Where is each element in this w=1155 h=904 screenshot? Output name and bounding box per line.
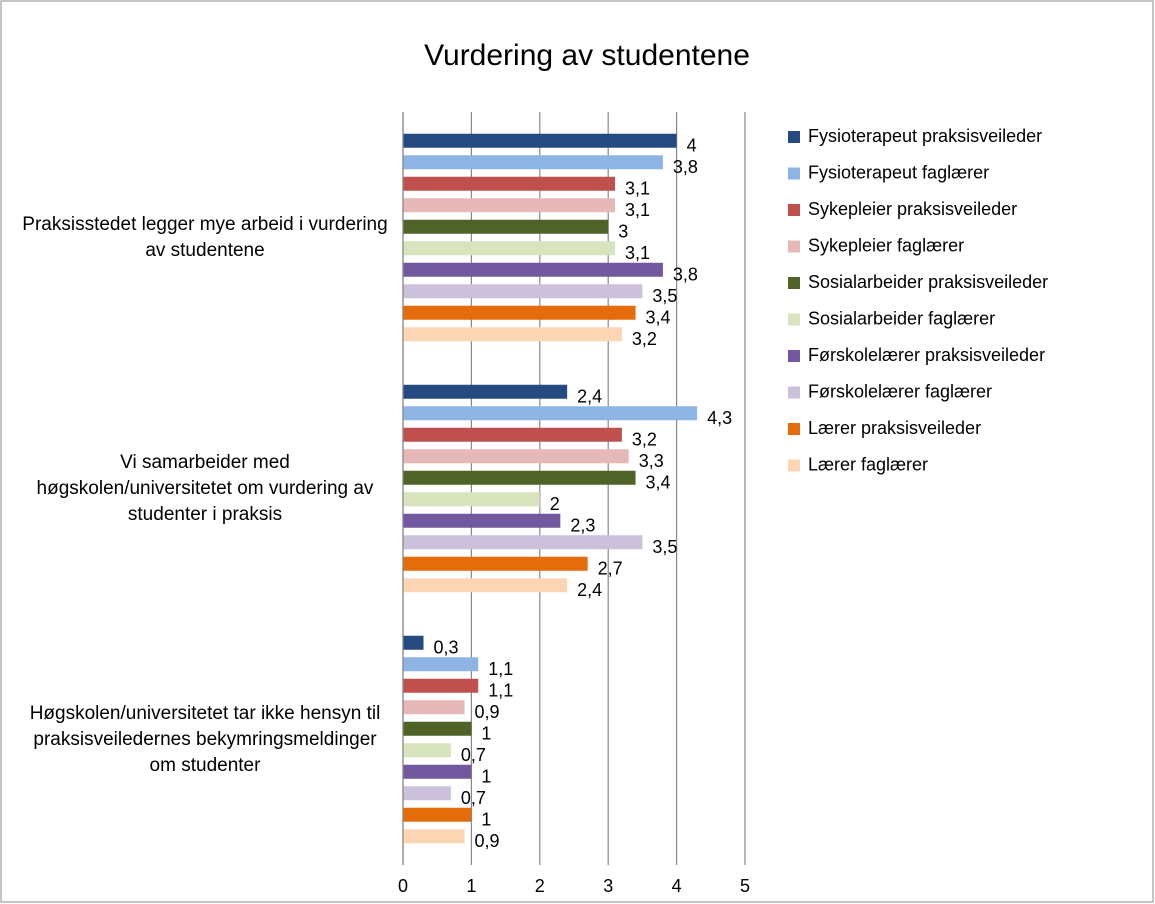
data-label: 3,1 — [625, 200, 650, 220]
bar — [403, 176, 616, 191]
bar — [403, 786, 451, 801]
data-label: 1 — [481, 724, 491, 744]
bar — [403, 241, 616, 256]
y-tick-label: Vi samarbeider med høgskolen/universitet… — [36, 451, 374, 525]
x-tick-label: 0 — [398, 876, 408, 896]
bar — [403, 635, 424, 650]
bar — [403, 406, 698, 421]
bar — [403, 219, 609, 234]
legend-label: Lærer praksisveileder — [808, 418, 981, 438]
x-tick-label: 3 — [603, 876, 613, 896]
legend-label: Førskolelærer praksisveileder — [808, 345, 1045, 365]
data-label: 2,4 — [577, 387, 602, 407]
data-label: 0,9 — [475, 831, 500, 851]
bar — [403, 327, 622, 342]
data-label: 0,7 — [461, 788, 486, 808]
legend-swatch — [788, 277, 800, 289]
data-label: 1 — [481, 810, 491, 830]
data-label: 1 — [481, 767, 491, 787]
data-label: 1,1 — [488, 659, 513, 679]
bar — [403, 427, 622, 442]
bar — [403, 578, 568, 593]
data-label: 0,9 — [475, 702, 500, 722]
bar — [403, 829, 465, 844]
data-label: 3,5 — [652, 286, 677, 306]
bar — [403, 556, 588, 571]
data-label: 3,2 — [632, 430, 657, 450]
bar — [403, 678, 479, 693]
bar — [403, 535, 643, 550]
data-label: 3,3 — [639, 451, 664, 471]
data-label: 3,4 — [646, 473, 671, 493]
legend-label: Sykepleier praksisveileder — [808, 199, 1017, 219]
bar — [403, 657, 479, 672]
legend-swatch — [788, 350, 800, 362]
bar — [403, 492, 540, 507]
legend-label: Fysioterapeut praksisveileder — [808, 126, 1042, 146]
x-tick-label: 5 — [740, 876, 750, 896]
data-label: 3,4 — [646, 308, 671, 328]
legend-swatch — [788, 423, 800, 435]
legend-swatch — [788, 131, 800, 143]
legend-label: Sykepleier faglærer — [808, 235, 964, 255]
bar — [403, 700, 465, 715]
y-tick-label: Praksisstedet legger mye arbeid i vurder… — [22, 213, 388, 261]
data-label: 2,4 — [577, 580, 602, 600]
legend-swatch — [788, 204, 800, 216]
bar — [403, 449, 629, 464]
data-label: 4 — [687, 136, 697, 156]
bar — [403, 764, 472, 779]
data-label: 4,3 — [707, 408, 732, 428]
data-label: 3 — [618, 222, 628, 242]
data-label: 3,8 — [673, 157, 698, 177]
x-tick-label: 1 — [466, 876, 476, 896]
bar — [403, 384, 568, 399]
data-label: 1,1 — [488, 681, 513, 701]
data-label: 3,1 — [625, 179, 650, 199]
data-label: 2,7 — [598, 559, 623, 579]
legend-label: Fysioterapeut faglærer — [808, 162, 989, 182]
legend-label: Sosialarbeider faglærer — [808, 308, 995, 328]
bar — [403, 155, 663, 170]
data-label: 0,3 — [434, 638, 459, 658]
legend-swatch — [788, 386, 800, 399]
legend-swatch — [788, 167, 800, 180]
chart-title: Vurdering av studentene — [424, 39, 750, 72]
legend-swatch — [788, 459, 800, 472]
data-label: 3,8 — [673, 265, 698, 285]
bar — [403, 262, 663, 277]
data-label: 3,5 — [652, 537, 677, 557]
y-tick-label: Høgskolen/universitetet tar ikke hensyn … — [29, 702, 381, 776]
bar — [403, 284, 643, 299]
bar — [403, 198, 616, 213]
data-label: 2,3 — [570, 516, 595, 536]
bar — [403, 513, 561, 528]
data-label: 0,7 — [461, 745, 486, 765]
data-label: 3,2 — [632, 329, 657, 349]
bar — [403, 133, 677, 148]
x-tick-label: 2 — [535, 876, 545, 896]
legend-label: Sosialarbeider praksisveileder — [808, 272, 1048, 292]
data-label: 3,1 — [625, 243, 650, 263]
bar — [403, 807, 472, 822]
legend-swatch — [788, 240, 800, 253]
x-tick-label: 4 — [672, 876, 682, 896]
legend-swatch — [788, 313, 800, 326]
bar — [403, 470, 636, 485]
legend-label: Førskolelærer faglærer — [808, 381, 992, 401]
bar — [403, 305, 636, 320]
bar — [403, 743, 451, 758]
data-label: 2 — [550, 494, 560, 514]
legend-label: Lærer faglærer — [808, 454, 928, 474]
bar — [403, 721, 472, 736]
